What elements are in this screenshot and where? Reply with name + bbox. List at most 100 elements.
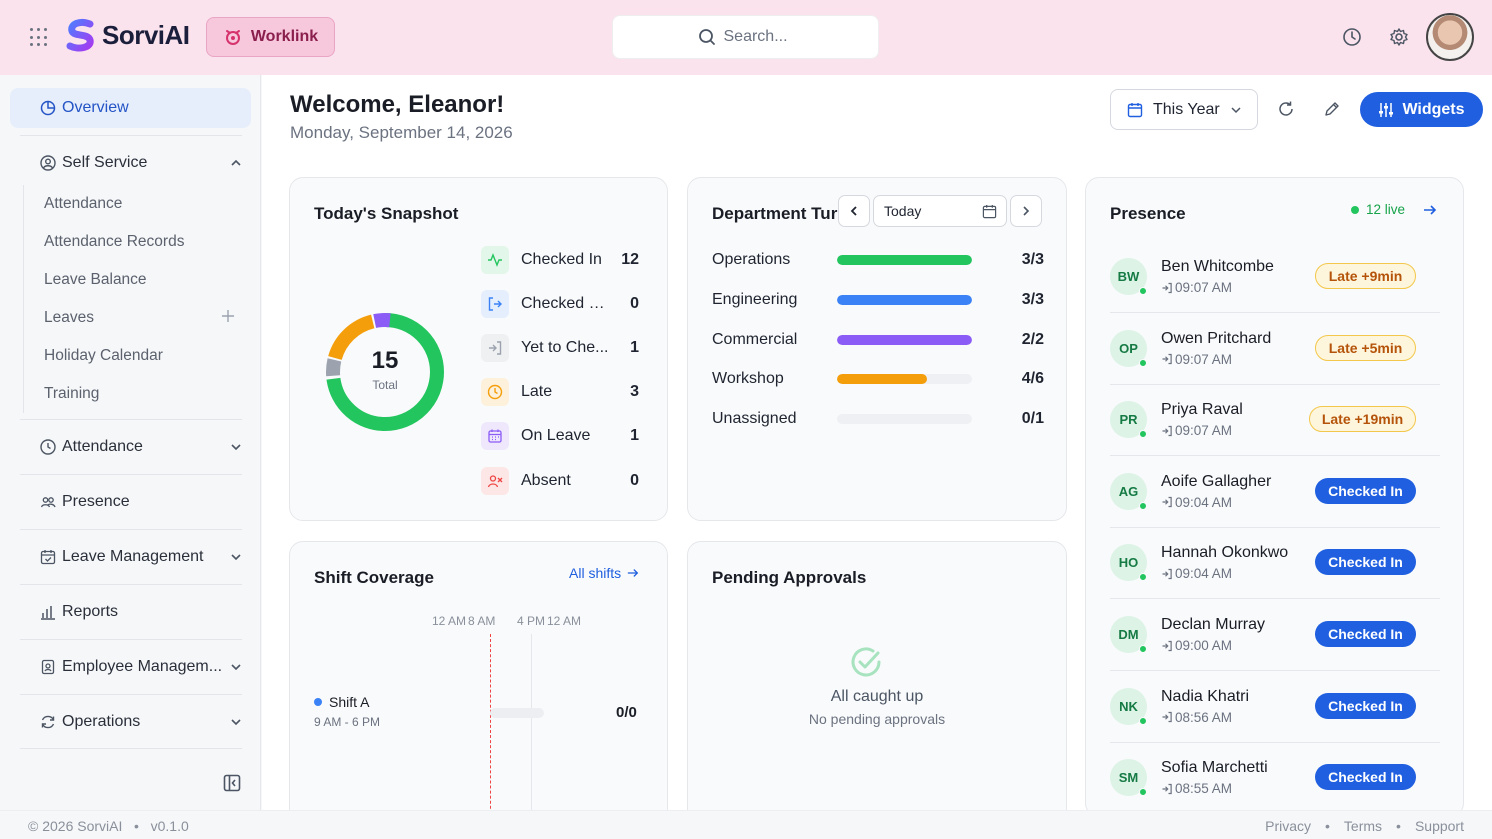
- sidebar-collapse-icon[interactable]: [223, 774, 241, 792]
- arrow-right-icon[interactable]: [1423, 203, 1437, 217]
- sidebar-item-attendance[interactable]: Attendance: [20, 419, 242, 473]
- chevron-down-icon[interactable]: [230, 551, 242, 563]
- sidebar-subitem-attendance-records[interactable]: Attendance Records: [44, 233, 185, 250]
- sidebar-item-self-service[interactable]: Self Service: [20, 135, 242, 189]
- prev-day-button[interactable]: [838, 195, 870, 227]
- timeline-tick: 12 AM: [547, 614, 582, 628]
- department-row: Engineering 3/3: [712, 288, 1044, 312]
- search-box[interactable]: [612, 15, 879, 59]
- date-range-select[interactable]: This Year: [1110, 89, 1258, 130]
- timeline-tick: 8 AM: [468, 614, 496, 628]
- top-bar: SorviAI Worklink: [0, 0, 1492, 75]
- footer-separator: •: [1325, 818, 1330, 834]
- shift-hours: 9 AM - 6 PM: [314, 715, 381, 729]
- footer-link-privacy[interactable]: Privacy: [1265, 818, 1312, 834]
- bar-chart-icon: [40, 604, 56, 620]
- next-day-button[interactable]: [1010, 195, 1042, 227]
- footer-link-support[interactable]: Support: [1414, 818, 1464, 834]
- online-status-dot: [1139, 716, 1147, 725]
- sidebar-item-overview[interactable]: Overview: [10, 88, 251, 128]
- department-row: Workshop 4/6: [712, 367, 1044, 391]
- user-circle-icon: [40, 154, 56, 171]
- date-range-label: This Year: [1153, 100, 1220, 118]
- live-dot: [1351, 205, 1359, 214]
- login-icon: [1162, 425, 1172, 436]
- presence-row[interactable]: OP Owen Pritchard 09:07 AM Late +5min: [1110, 313, 1440, 385]
- sidebar-subitem-attendance[interactable]: Attendance: [44, 195, 123, 212]
- presence-row[interactable]: PR Priya Raval 09:07 AM Late +19min: [1110, 384, 1440, 457]
- timeline-gridline: [531, 634, 532, 830]
- timeline-tick: 4 PM: [517, 614, 546, 628]
- status-badge: Late +19min: [1309, 406, 1416, 433]
- widgets-button[interactable]: Widgets: [1360, 92, 1483, 127]
- sidebar-item-operations[interactable]: Operations: [20, 694, 242, 748]
- footer-meta: © 2026 SorviAI • v0.1.0: [28, 818, 189, 834]
- clock-icon: [481, 378, 509, 406]
- page-date: Monday, September 14, 2026: [290, 123, 513, 142]
- shift-row[interactable]: Shift A: [314, 694, 369, 710]
- snapshot-card: Today's Snapshot 15 Total Checked In 12 C…: [289, 177, 668, 521]
- sidebar-item-employee-management[interactable]: Employee Managem...: [20, 639, 242, 693]
- brand-logo[interactable]: SorviAI: [64, 18, 190, 52]
- check-in-time: 09:04 AM: [1161, 566, 1232, 581]
- chevron-down-icon[interactable]: [230, 661, 242, 673]
- arrow-right-icon: [627, 569, 639, 577]
- department-name: Unassigned: [712, 410, 797, 427]
- chevron-right-icon: [1023, 206, 1030, 216]
- check-in-time: 08:56 AM: [1161, 710, 1232, 725]
- sidebar-subitem-leave-balance[interactable]: Leave Balance: [44, 271, 147, 288]
- snapshot-row-checked-out: Checked Out 0: [481, 289, 639, 319]
- login-icon: [1162, 783, 1172, 794]
- online-status-dot: [1139, 358, 1147, 367]
- sidebar-item-presence[interactable]: Presence: [20, 474, 242, 528]
- presence-row[interactable]: BW Ben Whitcombe 09:07 AM Late +9min: [1110, 241, 1440, 313]
- presence-row[interactable]: NK Nadia Khatri 08:56 AM Checked In: [1110, 671, 1440, 743]
- sidebar-subitem-holiday-calendar[interactable]: Holiday Calendar: [44, 347, 163, 364]
- chevron-down-icon[interactable]: [230, 441, 242, 453]
- all-shifts-link[interactable]: All shifts: [569, 565, 639, 581]
- avatar: BW: [1110, 258, 1147, 295]
- plus-icon[interactable]: [221, 309, 235, 323]
- chevron-down-icon[interactable]: [230, 716, 242, 728]
- department-date-picker[interactable]: Today: [873, 195, 1007, 227]
- footer-link-terms[interactable]: Terms: [1343, 818, 1383, 834]
- department-name: Workshop: [712, 370, 784, 387]
- refresh-icon[interactable]: [1275, 98, 1297, 120]
- sidebar-subitem-training[interactable]: Training: [44, 385, 100, 402]
- sidebar-subitem-leaves[interactable]: Leaves: [24, 299, 243, 337]
- login-icon: [481, 334, 509, 362]
- edit-pencil-icon[interactable]: [1321, 98, 1343, 120]
- department-progress-fill: [837, 374, 928, 384]
- sidebar-item-reports[interactable]: Reports: [20, 584, 242, 638]
- logout-icon: [481, 290, 509, 318]
- sidebar-item-label: Presence: [62, 492, 130, 510]
- worklink-button[interactable]: Worklink: [206, 17, 335, 57]
- snapshot-row-yet-to-check: Yet to Che... 1: [481, 333, 639, 363]
- worklink-label: Worklink: [250, 28, 319, 45]
- gear-icon[interactable]: [1388, 26, 1410, 48]
- snapshot-donut: [326, 313, 444, 431]
- shift-coverage-card: Shift Coverage All shifts 12 AM 8 AM 4 P…: [289, 541, 668, 831]
- department-progress-track: [837, 414, 972, 424]
- user-avatar[interactable]: [1426, 13, 1474, 61]
- department-row: Operations 3/3: [712, 248, 1044, 272]
- history-icon[interactable]: [1341, 26, 1363, 48]
- donut-yet-to-check: [326, 313, 444, 431]
- app-grid-icon[interactable]: [30, 28, 50, 48]
- online-status-dot: [1139, 573, 1147, 582]
- presence-row[interactable]: AG Aoife Gallagher 09:04 AM Checked In: [1110, 456, 1440, 528]
- presence-row[interactable]: DM Declan Murray 09:00 AM Checked In: [1110, 599, 1440, 671]
- logo-mark-icon: [66, 18, 94, 52]
- person-name: Aoife Gallagher: [1161, 472, 1272, 490]
- presence-row[interactable]: SM Sofia Marchetti 08:55 AM Checked In: [1110, 742, 1440, 814]
- check-in-time: 09:07 AM: [1161, 280, 1232, 295]
- department-progress-fill: [837, 335, 972, 345]
- brand-name: SorviAI: [102, 19, 190, 50]
- chevron-up-icon[interactable]: [230, 157, 242, 169]
- online-status-dot: [1139, 501, 1147, 510]
- avatar: AG: [1110, 472, 1147, 510]
- presence-row[interactable]: HO Hannah Okonkwo 09:04 AM Checked In: [1110, 527, 1440, 600]
- department-count: 2/2: [1021, 331, 1044, 348]
- sidebar-item-leave-management[interactable]: Leave Management: [20, 529, 242, 583]
- search-input[interactable]: [723, 28, 794, 46]
